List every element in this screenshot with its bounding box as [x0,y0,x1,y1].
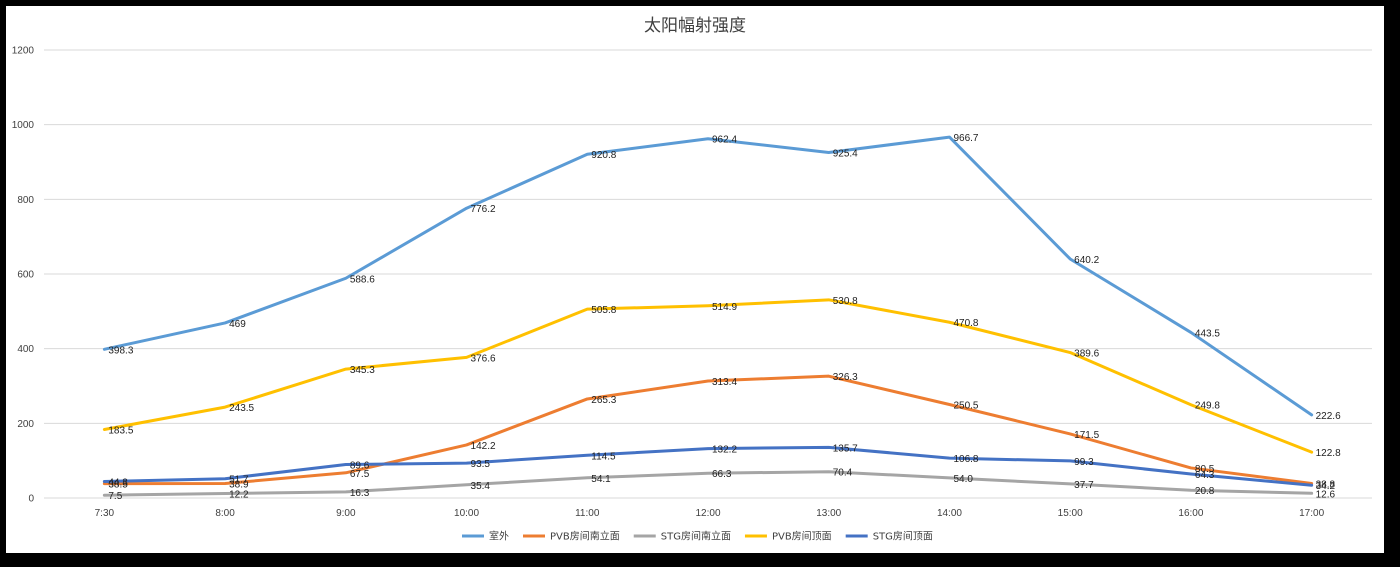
x-tick-label: 8:00 [215,508,235,519]
data-label: 66.3 [712,469,732,480]
data-label: 122.8 [1316,448,1341,459]
data-label: 249.8 [1195,401,1220,412]
data-label: 38.5 [108,480,128,491]
data-label: 93.5 [471,459,491,470]
data-label: 20.8 [1195,486,1215,497]
data-label: 80.5 [1195,464,1215,475]
y-tick-label: 800 [17,195,34,206]
data-label: 7.5 [108,491,122,502]
data-label: 470.8 [953,318,978,329]
data-label: 920.8 [591,150,616,161]
data-label: 265.3 [591,395,616,406]
data-label: 469 [229,319,246,330]
data-label: 326.3 [833,372,858,383]
data-label: 640.2 [1074,255,1099,266]
data-label: 12.6 [1316,489,1336,500]
series-line [102,135,1314,417]
data-label: 966.7 [953,133,978,144]
legend-label: 室外 [489,530,509,543]
data-label: 250.5 [953,400,978,411]
data-label: 70.4 [833,468,853,479]
x-tick-label: 16:00 [1178,508,1203,519]
data-label: 588.6 [350,274,375,285]
x-tick-label: 7:30 [95,508,115,519]
data-label: 64.3 [1195,470,1215,481]
data-label: 34.2 [1316,481,1336,492]
data-label: 171.5 [1074,430,1099,441]
data-label: 106.8 [953,454,978,465]
data-label: 222.6 [1316,411,1341,422]
data-label: 12.2 [229,489,249,500]
x-tick-label: 10:00 [454,508,479,519]
data-label: 776.2 [471,204,496,215]
y-tick-label: 200 [17,419,34,430]
x-tick-label: 12:00 [695,508,720,519]
x-tick-label: 14:00 [937,508,962,519]
data-label: 35.4 [471,481,491,492]
data-label: 38.8 [1316,480,1336,491]
data-label: 16.3 [350,488,370,499]
x-axis-ticks: 7:30 8:00 9:00 10:00 11:00 12:00 13:00 14:00 15:… [95,508,1325,519]
series-line [102,374,1314,486]
series-line [102,470,1314,497]
data-label: 89.6 [350,461,370,472]
data-label: 114.5 [591,451,616,462]
data-label: 135.7 [833,443,858,454]
data-label: 51.7 [229,475,249,486]
data-label: 37.7 [1074,480,1094,491]
data-label: 243.5 [229,403,254,414]
data-label: 67.5 [350,469,370,480]
data-label: 376.6 [471,353,496,364]
data-label: 505.8 [591,305,616,316]
y-tick-label: 0 [28,494,34,505]
data-label: 44.3 [108,477,128,488]
x-tick-label: 17:00 [1299,508,1324,519]
legend-label: PVB房间顶面 [772,530,832,543]
data-label: 514.9 [712,302,737,313]
data-label: 925.4 [833,149,858,160]
data-label: 38.9 [229,479,249,490]
data-label: 530.8 [833,296,858,307]
x-tick-label: 13:00 [816,508,841,519]
data-label: 132.2 [712,445,737,456]
data-label: 54.1 [591,474,611,485]
data-label: 142.2 [471,441,496,452]
x-tick-label: 9:00 [336,508,356,519]
x-tick-label: 11:00 [575,508,600,519]
chart-frame: 太阳幅射强度 0 200 400 600 800 1000 1200 7:30 8:00 9:0… [6,6,1384,553]
data-label: 962.4 [712,135,737,146]
legend-label: PVB房间南立面 [550,530,620,543]
data-label: 183.5 [108,425,133,436]
data-label: 443.5 [1195,328,1220,339]
data-label: 389.6 [1074,349,1099,360]
series-line [102,298,1314,454]
legend-label: STG房间顶面 [873,530,933,543]
data-label: 345.3 [350,365,375,376]
data-label: 313.4 [712,377,737,388]
data-label: 99.3 [1074,457,1094,468]
y-axis-ticks: 0 200 400 600 800 1000 1200 [12,46,35,505]
y-tick-label: 1000 [12,120,35,131]
data-labels: 398.3 469 588.6 776.2 920.8 962.4 925.4 966.7 64… [108,133,1341,502]
y-tick-label: 1200 [12,46,35,57]
data-label: 398.3 [108,345,133,356]
legend-label: STG房间南立面 [661,530,731,543]
series-lines [102,135,1314,497]
x-tick-label: 15:00 [1058,508,1083,519]
chart-title: 太阳幅射强度 [644,16,746,36]
series-line [102,445,1314,487]
y-tick-label: 400 [17,344,34,355]
y-tick-label: 600 [17,270,34,281]
legend: 室外 PVB房间南立面 STG房间南立面 PVB房间顶面 STG房间顶面 [462,530,933,543]
grid-lines [44,49,1372,499]
line-chart: 太阳幅射强度 0 200 400 600 800 1000 1200 7:30 8:00 9:0… [12,16,1372,543]
data-label: 54.0 [953,474,973,485]
